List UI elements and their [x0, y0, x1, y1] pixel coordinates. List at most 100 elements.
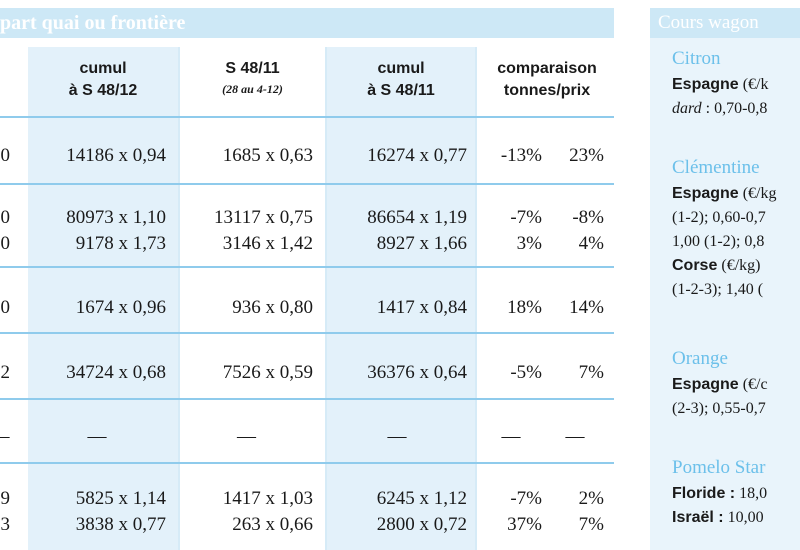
table-cell-edge: 3: [0, 514, 11, 535]
row-divider: [0, 398, 614, 400]
table-cell-tonnes: -13%: [500, 145, 542, 166]
table-cell-s4811: 936 x 0,80: [232, 297, 313, 318]
side-line: dard : 0,70-0,8: [672, 98, 800, 120]
side-line-text: (1-2); 0,60-0,7: [672, 209, 766, 226]
table-cell-edge: 0: [0, 233, 11, 254]
table-cell-cumul12: 80973 x 1,10: [66, 207, 166, 228]
table-cell-tonnes: 37%: [507, 514, 542, 535]
table-cell-prix: 7%: [578, 514, 604, 535]
column-header-cumul-48-11: cumul à S 48/11: [327, 58, 475, 102]
table-cell-prix: 7%: [578, 362, 604, 383]
side-line-text: 1,00 (1-2); 0,8: [672, 233, 765, 250]
column-header-line: S 48/11: [225, 60, 280, 77]
table-cell-tonnes: -7%: [510, 207, 542, 228]
side-line-label: Israël :: [672, 509, 724, 526]
side-line-text: (2-3); 0,55-0,7: [672, 400, 766, 417]
table-cell-cumul11: 16274 x 0,77: [367, 145, 467, 166]
side-line: Espagne (€/k: [672, 74, 800, 96]
side-line: Corse (€/kg): [672, 255, 800, 277]
table-cell-edge: —: [0, 425, 10, 449]
table-cell-cumul12: 5825 x 1,14: [75, 488, 166, 509]
side-line: Espagne (€/c: [672, 374, 800, 396]
table-title: part quai ou frontière: [0, 12, 186, 34]
column-header-line: comparaison: [497, 60, 597, 77]
table-cell-prix: 4%: [578, 233, 604, 254]
side-line: 1,00 (1-2); 0,8: [672, 231, 800, 253]
row-divider: [0, 266, 614, 268]
side-category: Citron: [672, 48, 721, 69]
side-line-text: (€/kg: [738, 185, 777, 202]
side-line-label: dard: [672, 100, 702, 117]
shaded-column-cumul-48-12: [28, 47, 178, 550]
table-cell-prix: -8%: [572, 207, 604, 228]
side-line-label: Espagne: [672, 76, 739, 93]
table-cell-prix: 2%: [578, 488, 604, 509]
side-line-label: Floride :: [672, 485, 736, 502]
shaded-column-cumul-48-11: [327, 47, 475, 550]
side-line: (2-3); 0,55-0,7: [672, 398, 800, 420]
table-title-bar: part quai ou frontière: [0, 8, 614, 38]
table-cell-s4811: 7526 x 0,59: [222, 362, 313, 383]
side-line-text: 10,00: [723, 509, 764, 526]
table-cell-tonnes: -7%: [510, 488, 542, 509]
table-cell-s4811: 1417 x 1,03: [222, 488, 313, 509]
table-cell-tonnes: -5%: [510, 362, 542, 383]
side-line: Espagne (€/kg: [672, 183, 800, 205]
table-cell-cumul12: 3838 x 0,77: [75, 514, 166, 535]
table-cell-edge: 0: [0, 207, 11, 228]
column-header-line: tonnes/prix: [503, 82, 591, 99]
table-cell-edge: 9: [0, 488, 11, 509]
side-line-text: 18,0: [735, 485, 768, 502]
table-cell-prix: 14%: [569, 297, 604, 318]
side-panel: [650, 8, 800, 550]
side-line-text: (€/kg): [717, 257, 761, 274]
side-category: Pomelo Star: [672, 457, 766, 478]
table-cell-cumul11: 2800 x 0,72: [376, 514, 467, 535]
table-cell-cumul12: 1674 x 0,96: [75, 297, 166, 318]
table-cell-cumul11: —: [387, 426, 407, 447]
side-line: Israël : 10,00: [672, 507, 800, 529]
column-divider: [325, 47, 327, 550]
table-cell-cumul11: 1417 x 0,84: [376, 297, 467, 318]
column-divider: [475, 47, 477, 550]
column-header-comparaison: comparaison tonnes/prix: [480, 58, 614, 102]
row-divider: [0, 183, 614, 185]
column-header-s-48-11: S 48/11 (28 au 4-12): [180, 58, 325, 98]
table-cell-prix: 23%: [569, 145, 604, 166]
table-cell-tonnes: 3%: [516, 233, 542, 254]
table-cell-cumul11: 86654 x 1,19: [367, 207, 467, 228]
side-line: (1-2); 0,60-0,7: [672, 207, 800, 229]
column-header-subtitle: (28 au 4-12): [222, 82, 283, 96]
side-panel-title: Cours wagon: [658, 12, 759, 33]
table-cell-s4811: 263 x 0,66: [232, 514, 313, 535]
table-cell-cumul12: 9178 x 1,73: [75, 233, 166, 254]
table-cell-tonnes: —: [501, 426, 521, 447]
column-header-line: à S 48/11: [367, 82, 435, 99]
row-divider: [0, 116, 614, 118]
table-cell-edge: 2: [0, 362, 11, 383]
table-cell-s4811: 13117 x 0,75: [213, 207, 313, 228]
table-cell-cumul11: 36376 x 0,64: [367, 362, 467, 383]
side-line-label: Corse: [672, 257, 718, 274]
table-cell-cumul12: 34724 x 0,68: [66, 362, 166, 383]
table-cell-edge: 0: [0, 145, 11, 166]
column-header-line: cumul: [79, 60, 127, 77]
table-cell-s4811: 1685 x 0,63: [222, 145, 313, 166]
side-line-text: (€/k: [738, 76, 769, 93]
table-cell-s4811: 3146 x 1,42: [222, 233, 313, 254]
column-header-line: à S 48/12: [68, 82, 138, 99]
table-cell-prix: —: [565, 426, 585, 447]
table-cell-cumul11: 6245 x 1,12: [376, 488, 467, 509]
side-line-label: Espagne: [672, 376, 739, 393]
table-cell-s4811: —: [237, 426, 256, 447]
side-line-label: Espagne: [672, 185, 739, 202]
side-category: Clémentine: [672, 157, 760, 178]
column-header-line: cumul: [377, 60, 425, 77]
side-line-text: (€/c: [738, 376, 768, 393]
table-cell-edge: 0: [0, 297, 11, 318]
column-header-cumul-48-12: cumul à S 48/12: [28, 58, 178, 102]
table-cell-cumul11: 8927 x 1,66: [376, 233, 467, 254]
side-line-text: : 0,70-0,8: [701, 100, 768, 117]
row-divider: [0, 332, 614, 334]
side-line: Floride : 18,0: [672, 483, 800, 505]
